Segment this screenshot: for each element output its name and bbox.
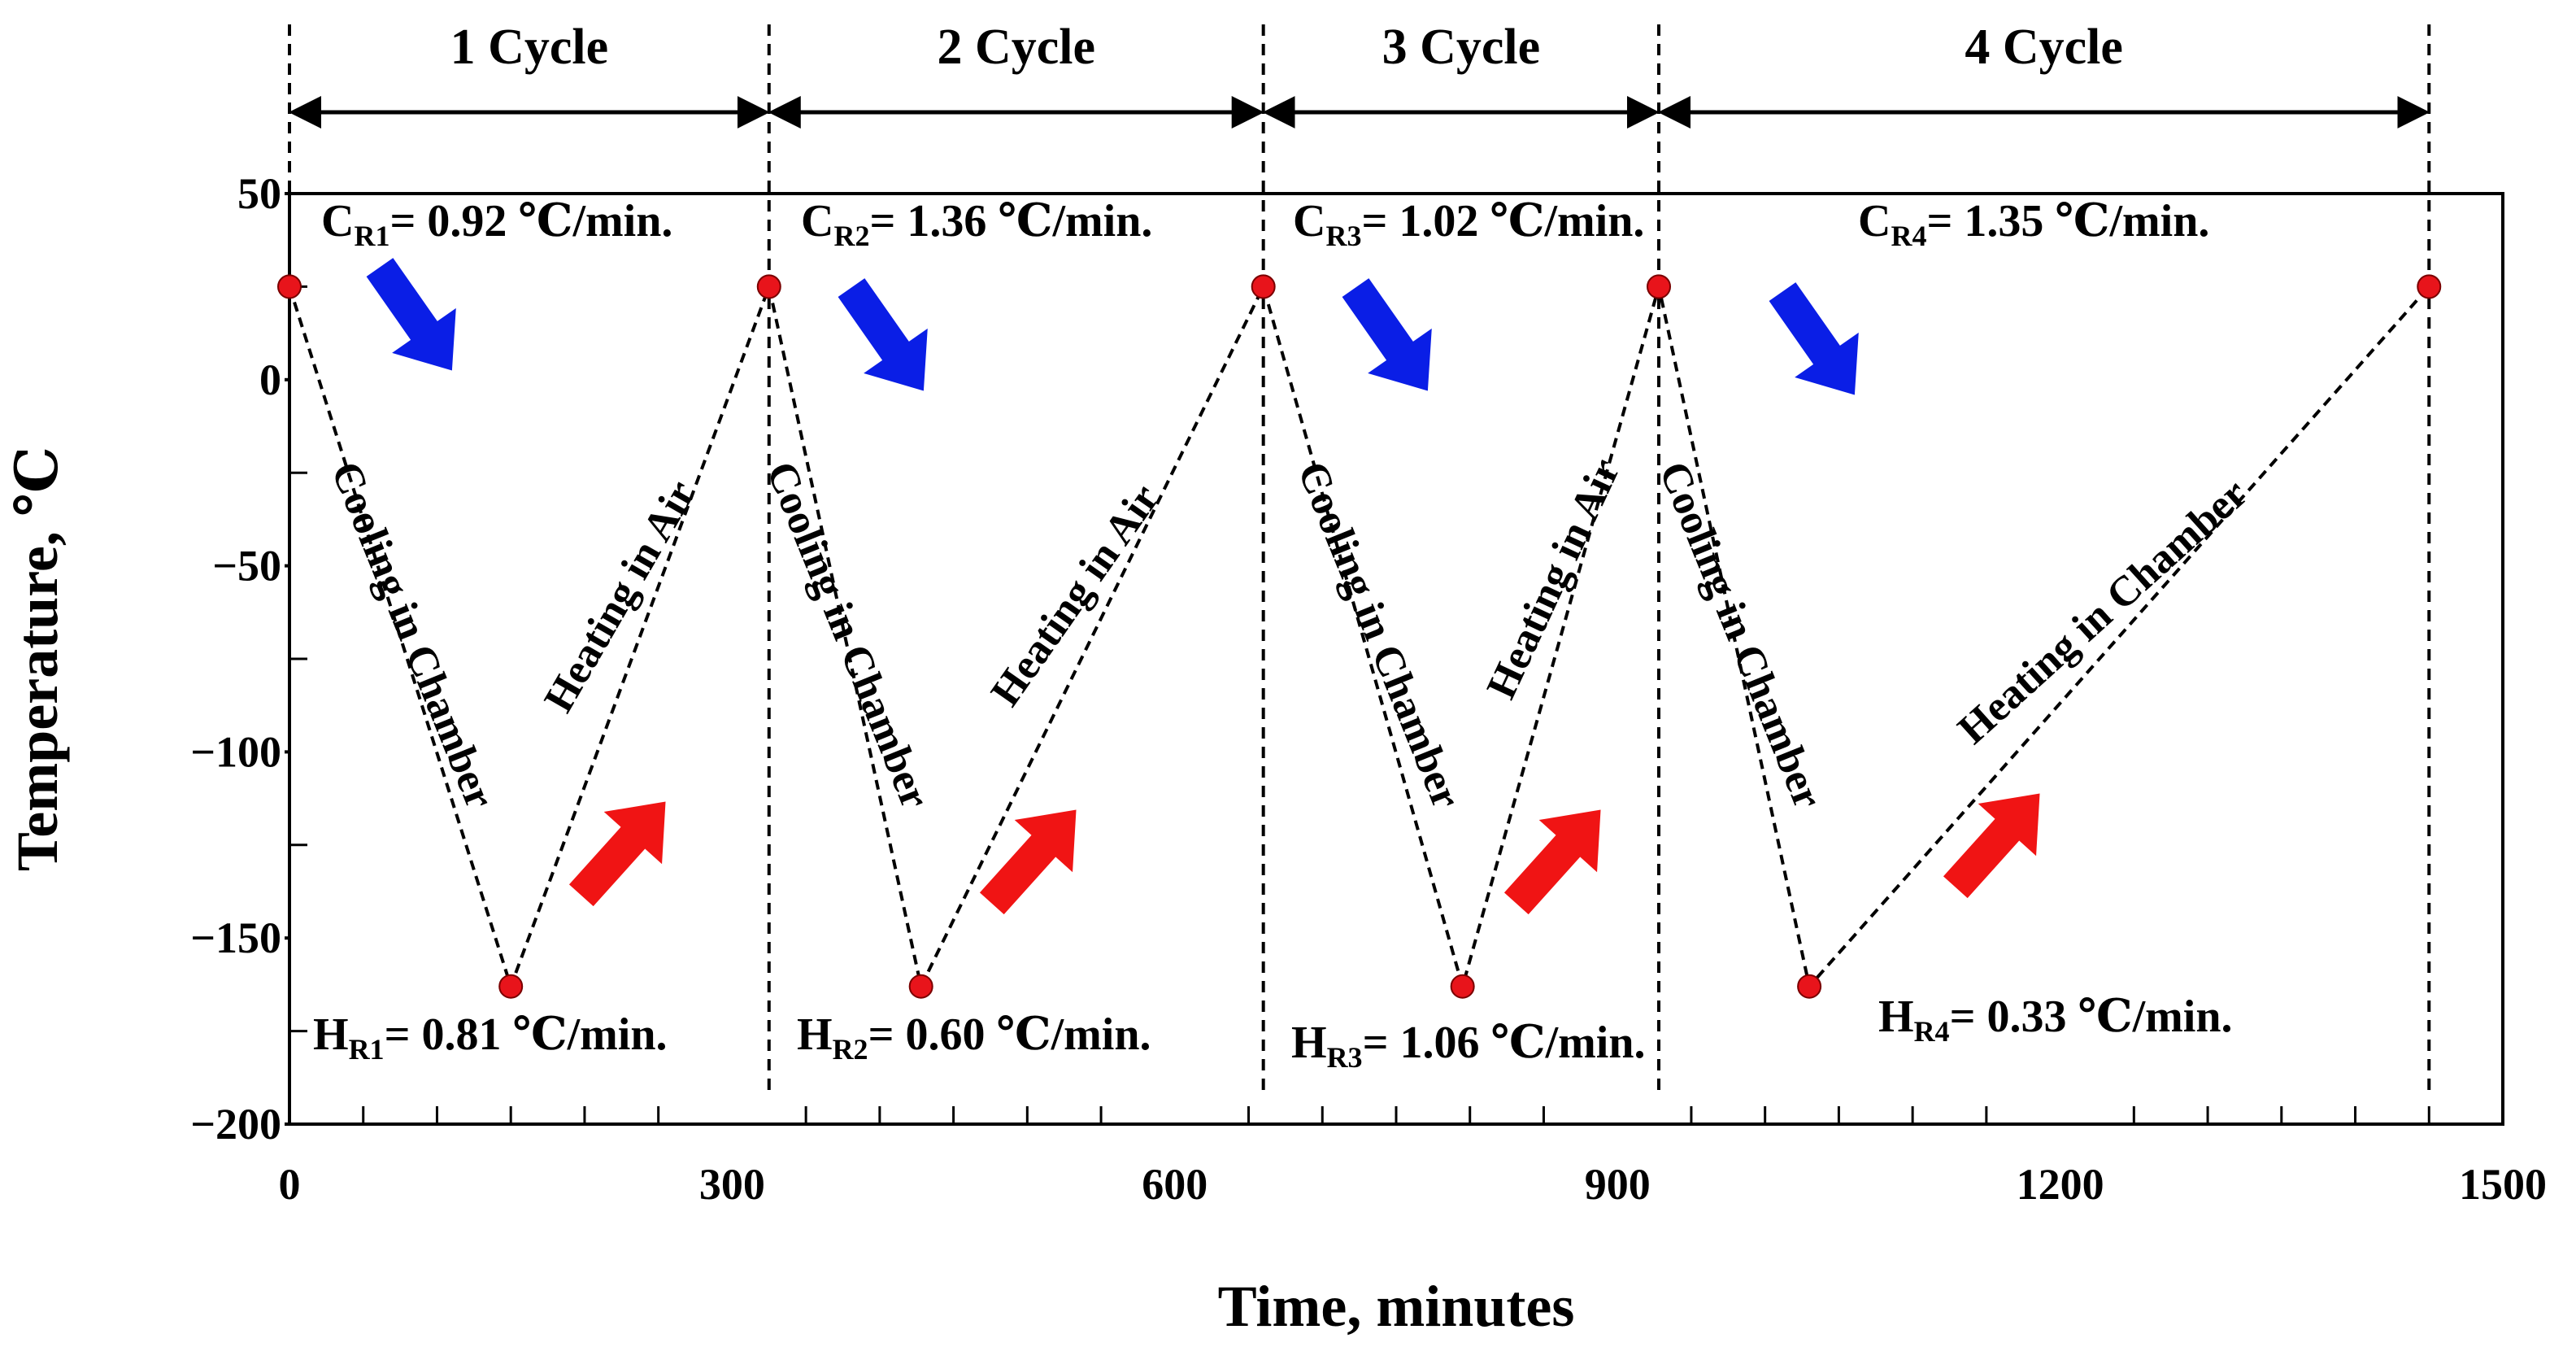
heating-rate-label: HR4= 0.33 ℃/min. [1878, 992, 2232, 1048]
heating-direction-arrow [1943, 793, 2040, 899]
y-tick-label: 0 [259, 355, 281, 404]
y-tick-label: −150 [190, 913, 281, 962]
phase-label: Cooling in Chamber [322, 456, 503, 815]
y-tick-label: −100 [190, 727, 281, 776]
data-point [498, 974, 524, 999]
phase-label: Heating in Air [536, 473, 705, 720]
data-point [908, 974, 933, 999]
data-point [756, 274, 781, 299]
y-tick-labels: 50 0 −50 −100 −150 −200 [190, 169, 281, 1149]
cooling-rate-label: CR3= 1.02 ℃/min. [1293, 196, 1644, 252]
phase-label: Heating in Air [1478, 451, 1630, 705]
heating-rate-label: HR1= 0.81 ℃/min. [313, 1009, 667, 1066]
x-minor-ticks [362, 1106, 2430, 1124]
heating-rate-label: HR2= 0.60 ℃/min. [797, 1009, 1151, 1066]
heating-direction-arrow-shape [979, 809, 1077, 915]
y-axis-title: Temperature, ℃ [5, 447, 70, 871]
y-tick-label: 50 [237, 169, 281, 218]
series-line-group [288, 281, 2430, 993]
x-tick-label: 1200 [2017, 1160, 2104, 1209]
cooling-rate-label: CR1= 0.92 ℃/min. [321, 196, 672, 252]
data-point [277, 274, 302, 299]
cooling-direction-arrow-shape [838, 278, 928, 391]
x-tick-label: 0 [279, 1160, 301, 1209]
phase-label: Cooling in Chamber [1650, 456, 1831, 815]
cycle-label: 1 Cycle [450, 20, 609, 75]
data-point [1797, 974, 1822, 999]
cooling-direction-arrow [1769, 282, 1859, 395]
phase-label: Cooling in Chamber [1289, 456, 1470, 815]
cycle-label: 2 Cycle [937, 20, 1095, 75]
y-tick-label: −200 [190, 1100, 281, 1149]
rate-labels: CR1= 0.92 ℃/min. CR2= 1.36 ℃/min. CR3= 1.0… [313, 196, 2232, 1074]
data-point [1251, 274, 1276, 299]
x-tick-label: 300 [699, 1160, 765, 1209]
x-tick-label: 1500 [2459, 1160, 2547, 1209]
data-point [1450, 974, 1475, 999]
cooling-direction-arrow [1342, 278, 1432, 391]
heating-direction-arrow-shape [568, 801, 666, 907]
cycle-label: 3 Cycle [1382, 20, 1541, 75]
y-tick-label: −50 [212, 542, 281, 591]
cooling-direction-arrow [366, 258, 456, 371]
heating-direction-arrow-shape [1503, 809, 1601, 915]
cooling-direction-arrow-shape [366, 258, 456, 371]
phase-labels: Cooling in Chamber Heating in Air Cooling … [322, 451, 2256, 814]
phase-label: Heating in Air [982, 476, 1168, 714]
cooling-direction-arrow-shape [1342, 278, 1432, 391]
cooling-direction-arrow [838, 278, 928, 391]
direction-arrows [366, 258, 2040, 915]
cycle-labels: 1 Cycle 2 Cycle 3 Cycle 4 Cycle [450, 20, 2123, 75]
cooling-rate-label: CR4= 1.35 ℃/min. [1858, 196, 2209, 252]
heating-rate-label: HR3= 1.06 ℃/min. [1291, 1018, 1645, 1074]
x-tick-label: 900 [1585, 1160, 1651, 1209]
data-point [2417, 274, 2442, 299]
heating-direction-arrow [979, 809, 1077, 915]
cycle-label: 4 Cycle [1965, 20, 2123, 75]
x-axis-title: Time, minutes [1218, 1274, 1575, 1339]
heating-direction-arrow [568, 801, 666, 907]
cooling-direction-arrow-shape [1769, 282, 1859, 395]
data-point [1647, 274, 1672, 299]
cooling-rate-label: CR2= 1.36 ℃/min. [801, 196, 1152, 252]
thermal-cycle-series-line [288, 281, 2430, 993]
phase-label: Heating in Chamber [1949, 470, 2256, 753]
phase-label: Cooling in Chamber [757, 456, 938, 815]
cycle-boundary-lines [288, 24, 2431, 1094]
data-markers [277, 274, 2442, 999]
heating-direction-arrow [1503, 809, 1601, 915]
x-tick-label: 600 [1142, 1160, 1208, 1209]
heating-direction-arrow-shape [1943, 793, 2040, 899]
x-tick-labels: 0 300 600 900 1200 1500 [279, 1160, 2548, 1209]
